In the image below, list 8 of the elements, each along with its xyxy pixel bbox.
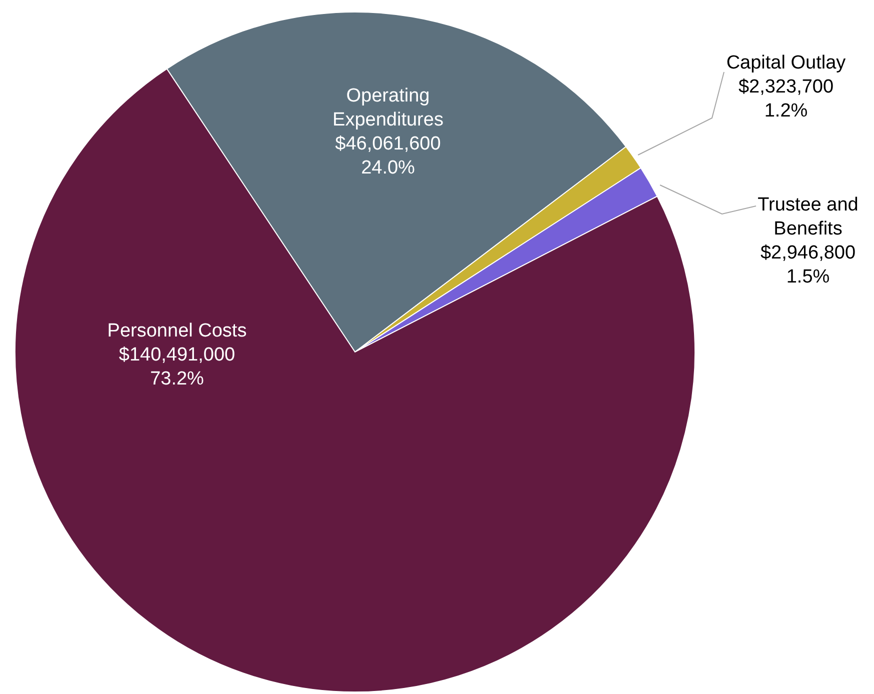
data-label: $2,323,700 1.2% <box>738 76 834 122</box>
data-label: $2,946,800 1.5% <box>760 242 856 288</box>
data-label: $46,061,600 24.0% <box>335 134 441 179</box>
slice-label: Operating Expenditures <box>332 86 444 131</box>
data-label: $140,491,000 73.2% <box>118 344 236 390</box>
slice-label: Personnel Costs <box>107 320 247 342</box>
slice-label: Capital Outlay <box>726 52 846 74</box>
slice-label: Trustee and Benefits <box>758 194 858 240</box>
